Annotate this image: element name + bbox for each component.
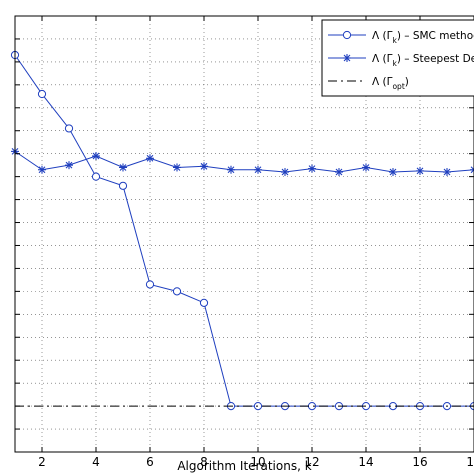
x-tick-label: 10 [250,455,265,469]
data-point [65,161,73,170]
legend-entry: Λ (Γk) – SMC method [328,30,474,45]
data-point [200,162,208,171]
x-axis-label: Algorithm Iterations, k [177,459,311,473]
data-point [172,287,182,296]
data-point [145,280,155,289]
legend-swatch-marker [343,54,351,62]
plot-frame [14,15,474,453]
x-tick-label: 18 [466,455,474,469]
series-layer [10,50,474,411]
x-tick-label: 6 [146,455,154,469]
legend-entry: Λ (Γk) – Steepest Descent [328,53,474,68]
data-point [38,165,46,174]
data-point [199,298,209,307]
x-tick-label: 2 [38,455,46,469]
data-point [227,165,235,174]
legend-entry: Λ (Γopt) [328,76,409,91]
data-point [119,163,127,172]
data-point [281,168,289,177]
data-point [92,151,100,160]
data-point [64,124,74,133]
data-point [118,181,128,190]
x-tick-label: 14 [358,455,373,469]
x-tick-label: 8 [200,455,208,469]
legend-label: Λ (Γk) – Steepest Descent [372,53,474,68]
data-point [37,89,47,99]
data-point [416,166,424,175]
data-point [91,172,101,181]
x-tick-label: 16 [412,455,427,469]
data-point [470,165,474,174]
x-axis-ticks: 2 4 6 8 10 12 14 16 18 [15,16,474,469]
legend-label: Λ (Γk) – SMC method [372,30,474,45]
data-point [254,165,262,174]
data-point [443,168,451,177]
data-point [362,163,370,172]
data-point [308,164,316,173]
series-line [14,150,474,173]
legend-label: Λ (Γopt) [372,76,409,91]
legend-swatch-marker [342,30,352,40]
series-1 [11,147,474,177]
data-point [146,154,154,163]
data-point [335,168,343,177]
legend: Λ (Γk) – SMC method Λ (Γk) – Steepest Des… [321,19,474,97]
x-tick-label: 12 [304,455,319,469]
data-point [389,168,397,177]
data-point [173,163,181,172]
x-tick-label: 4 [92,455,100,469]
